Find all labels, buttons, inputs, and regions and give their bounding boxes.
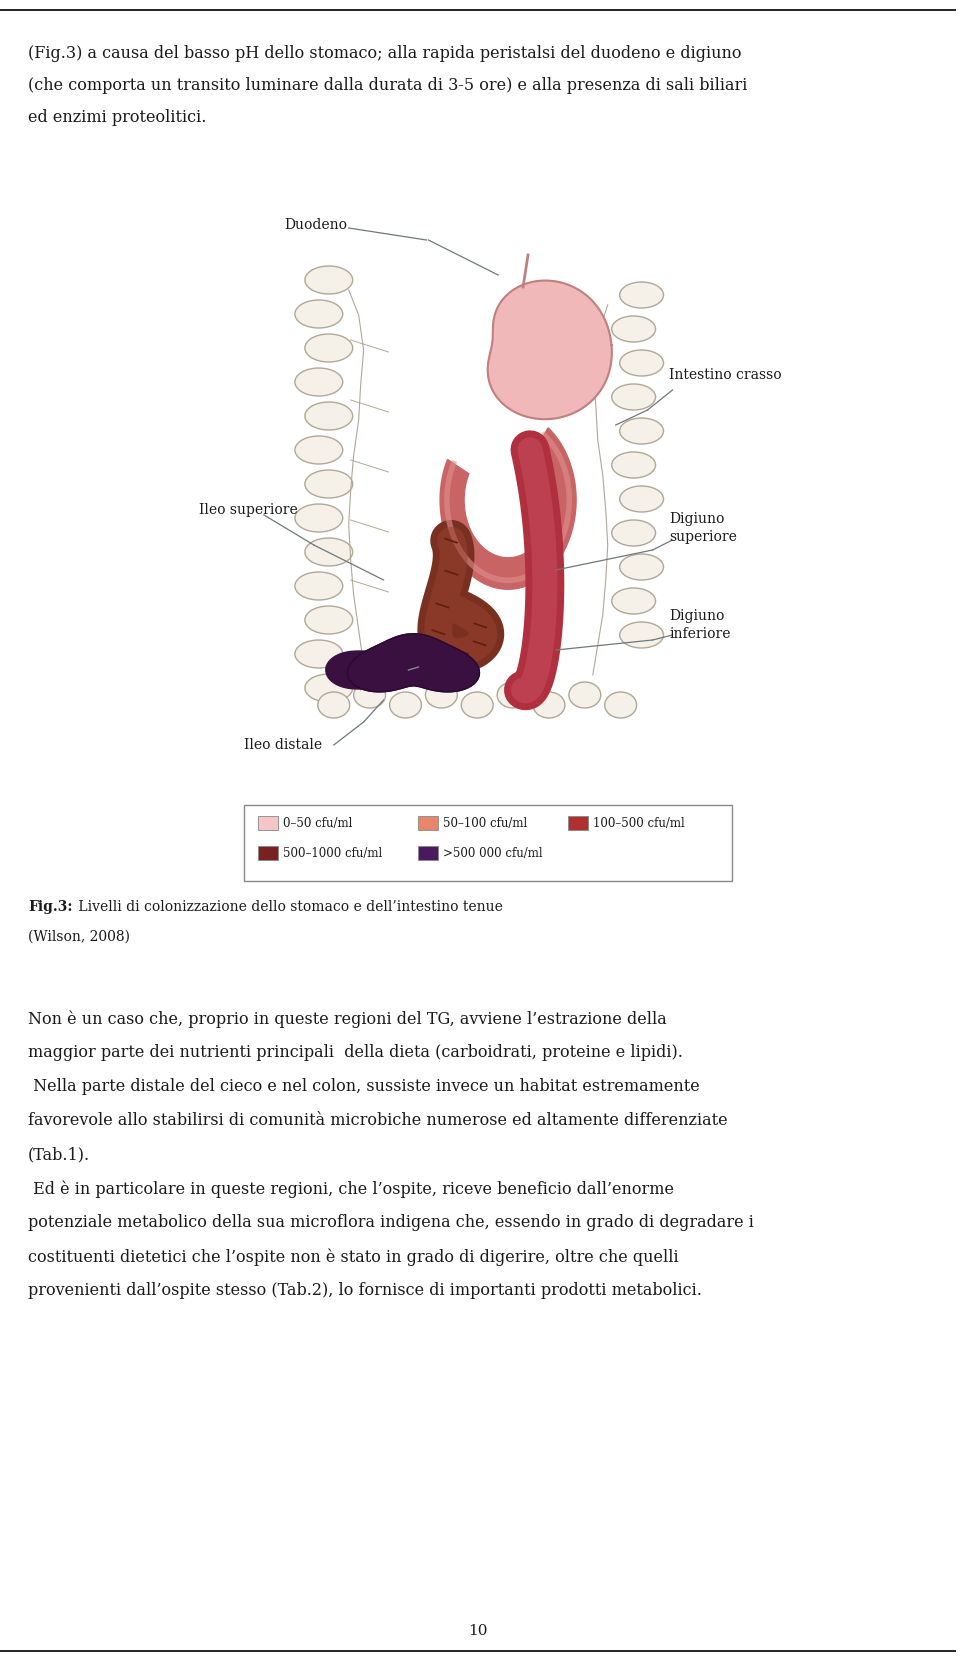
Text: ed enzimi proteolitici.: ed enzimi proteolitici. [28, 110, 206, 126]
Ellipse shape [612, 588, 656, 615]
Ellipse shape [295, 503, 343, 532]
Polygon shape [348, 635, 479, 693]
Text: Non è un caso che, proprio in queste regioni del TG, avviene l’estrazione della: Non è un caso che, proprio in queste reg… [28, 1010, 666, 1028]
Ellipse shape [620, 487, 663, 512]
Ellipse shape [295, 639, 343, 668]
Ellipse shape [295, 301, 343, 327]
Text: Duodeno: Duodeno [284, 218, 347, 233]
Text: 500–1000 cfu/ml: 500–1000 cfu/ml [283, 847, 382, 860]
Bar [258, 816, 278, 830]
Ellipse shape [612, 452, 656, 478]
Ellipse shape [620, 555, 663, 580]
Bar [568, 816, 588, 830]
Ellipse shape [612, 384, 656, 410]
Text: Digiuno
inferiore: Digiuno inferiore [669, 610, 731, 641]
Ellipse shape [305, 470, 352, 498]
Text: favorevole allo stabilirsi di comunità microbiche numerose ed altamente differen: favorevole allo stabilirsi di comunità m… [28, 1111, 728, 1129]
Text: provenienti dall’ospite stesso (Tab.2), lo fornisce di importanti prodotti metab: provenienti dall’ospite stesso (Tab.2), … [28, 1282, 702, 1299]
Ellipse shape [569, 683, 601, 708]
Text: >500 000 cfu/ml: >500 000 cfu/ml [444, 847, 543, 860]
Text: Intestino crasso: Intestino crasso [669, 369, 782, 382]
Text: Digiuno
superiore: Digiuno superiore [669, 512, 737, 543]
Ellipse shape [425, 683, 457, 708]
Text: Nella parte distale del cieco e nel colon, sussiste invece un habitat estremamen: Nella parte distale del cieco e nel colo… [28, 1078, 700, 1095]
Ellipse shape [305, 674, 352, 703]
Text: (Fig.3) a causa del basso pH dello stomaco; alla rapida peristalsi del duodeno e: (Fig.3) a causa del basso pH dello stoma… [28, 45, 741, 61]
Ellipse shape [295, 435, 343, 463]
Text: costituenti dietetici che l’ospite non è stato in grado di digerire, oltre che q: costituenti dietetici che l’ospite non è… [28, 1247, 679, 1266]
Ellipse shape [305, 334, 352, 362]
Text: 50–100 cfu/ml: 50–100 cfu/ml [444, 817, 528, 830]
Polygon shape [440, 429, 576, 590]
Ellipse shape [305, 402, 352, 430]
Text: (che comporta un transito luminare dalla durata di 3-5 ore) e alla presenza di s: (che comporta un transito luminare dalla… [28, 76, 747, 95]
Text: Ileo superiore: Ileo superiore [200, 503, 298, 517]
Polygon shape [488, 281, 612, 419]
Text: (Wilson, 2008): (Wilson, 2008) [28, 930, 130, 943]
Ellipse shape [461, 693, 493, 718]
Ellipse shape [605, 693, 636, 718]
Bar [244, 806, 732, 880]
Ellipse shape [318, 693, 349, 718]
Ellipse shape [612, 316, 656, 342]
Ellipse shape [612, 520, 656, 546]
Text: 0–50 cfu/ml: 0–50 cfu/ml [283, 817, 352, 830]
Ellipse shape [620, 621, 663, 648]
Text: (Tab.1).: (Tab.1). [28, 1146, 90, 1163]
Text: potenziale metabolico della sua microflora indigena che, essendo in grado di deg: potenziale metabolico della sua microflo… [28, 1214, 754, 1231]
Text: 100–500 cfu/ml: 100–500 cfu/ml [592, 817, 684, 830]
Bar [419, 845, 439, 860]
Polygon shape [325, 651, 412, 689]
Ellipse shape [620, 282, 663, 307]
Text: 10: 10 [468, 1624, 488, 1638]
Ellipse shape [295, 369, 343, 395]
Ellipse shape [620, 350, 663, 375]
Ellipse shape [620, 419, 663, 443]
Text: maggior parte dei nutrienti principali  della dieta (carboidrati, proteine e lip: maggior parte dei nutrienti principali d… [28, 1045, 683, 1061]
Text: Ileo distale: Ileo distale [244, 737, 323, 752]
Ellipse shape [295, 571, 343, 600]
Bar [419, 816, 439, 830]
Ellipse shape [305, 266, 352, 294]
Bar [258, 845, 278, 860]
Text: Livelli di colonizzazione dello stomaco e dell’intestino tenue: Livelli di colonizzazione dello stomaco … [74, 900, 503, 914]
Text: Fig.3:: Fig.3: [28, 900, 72, 914]
Text: Ed è in particolare in queste regioni, che l’ospite, riceve beneficio dall’enorm: Ed è in particolare in queste regioni, c… [28, 1179, 674, 1198]
Ellipse shape [353, 683, 386, 708]
Ellipse shape [497, 683, 529, 708]
Ellipse shape [305, 606, 352, 635]
Ellipse shape [533, 693, 564, 718]
Ellipse shape [390, 693, 421, 718]
Ellipse shape [305, 538, 352, 566]
